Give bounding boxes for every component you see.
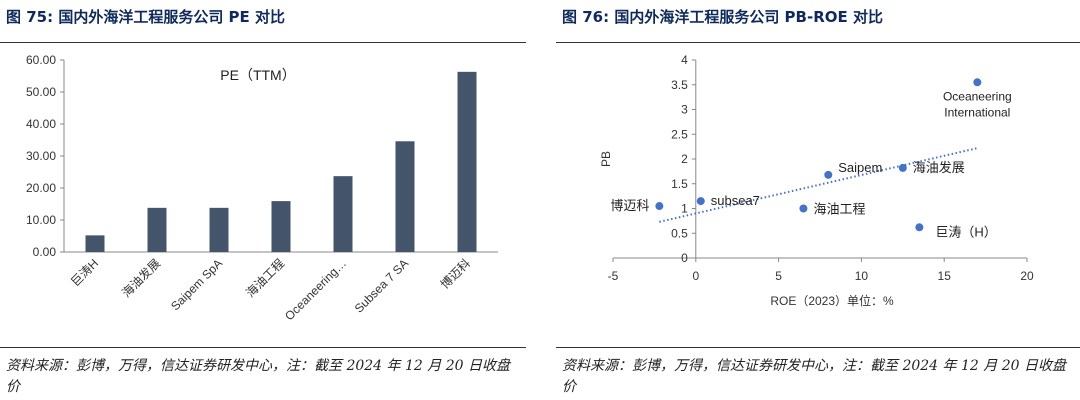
bar — [333, 176, 353, 252]
x-tick-label: Oceaneering… — [282, 256, 349, 323]
scatter-point — [655, 202, 664, 211]
figure-75-panel: 图 75: 国内外海洋工程服务公司 PE 对比 0.00 10.00 20.00 30… — [0, 0, 526, 400]
figure-75-source: 资料来源：彭博，万得，信达证券研发中心，注：截至 2024 年 12 月 20 … — [6, 358, 510, 395]
x-tick-label: 0 — [692, 269, 699, 283]
scatter-point — [799, 204, 808, 213]
y-tick-label: 30.00 — [26, 149, 56, 163]
y-tick-label: 0 — [681, 251, 688, 265]
bar — [395, 141, 415, 252]
bar — [85, 235, 105, 252]
x-tick-label: 5 — [775, 269, 782, 283]
figure-76-title: 图 76: 国内外海洋工程服务公司 PB-ROE 对比 — [562, 8, 883, 26]
point-label: 海油工程 — [813, 202, 865, 217]
x-tick-label: 20 — [1020, 269, 1034, 283]
x-tick-label: -5 — [608, 269, 619, 283]
pe-bar-chart: 0.00 10.00 20.00 30.00 40.00 50.00 60.00 巨涛H 海油发… — [26, 53, 498, 323]
x-axis-title: ROE（2023）单位：% — [770, 293, 894, 308]
y-tick-label: 4 — [681, 53, 688, 67]
x-tick-label: 海油发展 — [119, 256, 164, 301]
pb-roe-scatter-chart: 0 0.5 1 1.5 2 2.5 3 3.5 4 -5 0 5 10 15 20 ROE（2023）单位：%… — [599, 53, 1034, 308]
x-tick-label: 巨涛H — [67, 256, 101, 290]
y-tick-label: 1 — [681, 202, 688, 216]
scatter-point — [824, 170, 833, 179]
point-label: 海油发展 — [913, 160, 965, 175]
x-tick-label: 海油工程 — [243, 256, 288, 301]
x-tick-label: 15 — [938, 269, 952, 283]
y-tick-label: 40.00 — [26, 117, 56, 131]
y-tick-label: 0.00 — [33, 245, 57, 259]
point-label: 巨涛（H） — [935, 224, 996, 239]
bar — [209, 207, 229, 252]
figure-76-source: 资料来源：彭博，万得，信达证券研发中心，注：截至 2024 年 12 月 20 … — [562, 358, 1066, 395]
figure-75-title: 图 75: 国内外海洋工程服务公司 PE 对比 — [6, 8, 286, 26]
figure-75-bottom-rule — [0, 347, 526, 348]
y-tick-label: 2 — [681, 152, 688, 166]
point-label: Saipem — [838, 160, 882, 175]
figure-76-bottom-rule — [556, 347, 1080, 348]
figure-75-top-rule — [0, 42, 526, 43]
x-tick-label: Saipem SpA — [168, 256, 225, 313]
chart-title: PE（TTM） — [220, 67, 295, 83]
x-tick-label: Subsea 7 SA — [352, 256, 411, 315]
y-tick-label: 60.00 — [26, 53, 56, 67]
figure-76-top-rule — [556, 42, 1080, 43]
y-tick-label: 2.5 — [671, 127, 688, 141]
x-tick-label: 博迈科 — [437, 256, 473, 292]
y-tick-label: 3.5 — [671, 78, 688, 92]
point-label: 博迈科 — [610, 198, 649, 213]
scatter-point — [898, 163, 907, 172]
y-tick-label: 3 — [681, 103, 688, 117]
bar — [457, 71, 477, 252]
y-tick-label: 50.00 — [26, 85, 56, 99]
y-tick-label: 20.00 — [26, 181, 56, 195]
y-axis-title: PB — [599, 151, 613, 167]
x-tick-label: 10 — [855, 269, 869, 283]
scatter-point — [915, 223, 924, 232]
point-label: subsea7 — [711, 193, 760, 208]
scatter-point — [973, 78, 982, 87]
bar — [147, 207, 167, 252]
y-tick-label: 10.00 — [26, 213, 56, 227]
bar — [271, 201, 291, 252]
y-tick-label: 1.5 — [671, 177, 688, 191]
y-tick-label: 0.5 — [671, 226, 688, 240]
figure-76-panel: 图 76: 国内外海洋工程服务公司 PB-ROE 对比 0 0.5 1 1.5 2 2.5… — [556, 0, 1080, 400]
point-label: Oceaneering International — [943, 89, 1012, 119]
scatter-point — [696, 197, 705, 206]
